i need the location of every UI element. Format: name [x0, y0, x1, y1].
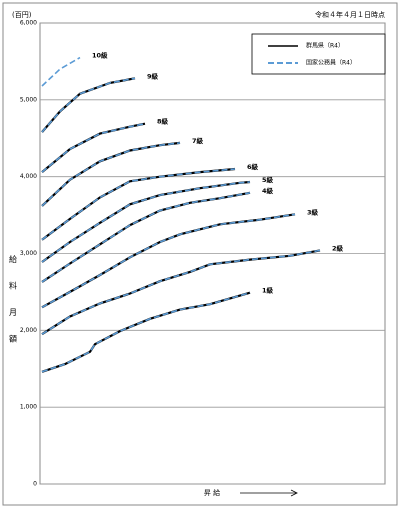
- legend-box: [251, 33, 386, 75]
- grade-label: 2級: [332, 243, 344, 252]
- y-tick-label: 1,000: [20, 404, 37, 411]
- grade-label: 5級: [262, 175, 274, 184]
- salary-line: [41, 77, 136, 133]
- date-note: 令和４年４月１日時点: [315, 10, 385, 19]
- salary-line: [41, 249, 321, 335]
- grade-label: 10級: [92, 51, 108, 60]
- salary-line: [41, 56, 81, 87]
- salary-line: [41, 122, 146, 173]
- salary-line: [41, 142, 181, 207]
- y-tick-label: 2,000: [20, 327, 37, 334]
- salary-line: [41, 291, 251, 373]
- salary-line: [41, 213, 296, 309]
- grade-label: 7級: [192, 136, 204, 145]
- grade-label: 1級: [262, 286, 274, 295]
- y-tick-label: 5,000: [20, 96, 37, 103]
- grade-label: 8級: [157, 117, 169, 126]
- y-tick-label: 3,000: [20, 250, 37, 257]
- grade-label: 9級: [147, 71, 159, 80]
- legend-label: 国家公務員（R4）: [306, 59, 356, 67]
- grade-label: 6級: [247, 162, 259, 171]
- legend-label: 群馬県（R4）: [306, 42, 344, 50]
- grade-label: 4級: [262, 186, 274, 195]
- x-axis-label: 昇 給: [204, 488, 220, 497]
- x-arrow-head: [290, 489, 298, 497]
- y-axis-label: 給 料 月 額: [9, 254, 18, 351]
- y-tick-label: 4,000: [20, 173, 37, 180]
- grade-label: 3級: [307, 207, 319, 216]
- salary-line: [41, 181, 251, 263]
- y-tick-label: 0: [33, 481, 37, 488]
- salary-line: [41, 291, 251, 373]
- salary-line: [41, 168, 236, 241]
- salary-line: [41, 192, 251, 283]
- unit-label: (百円): [12, 11, 32, 19]
- salary-line: [41, 213, 296, 309]
- y-tick-label: 6,000: [20, 20, 37, 27]
- salary-line: [41, 191, 251, 283]
- salary-line: [41, 249, 321, 336]
- salary-line: [41, 77, 136, 133]
